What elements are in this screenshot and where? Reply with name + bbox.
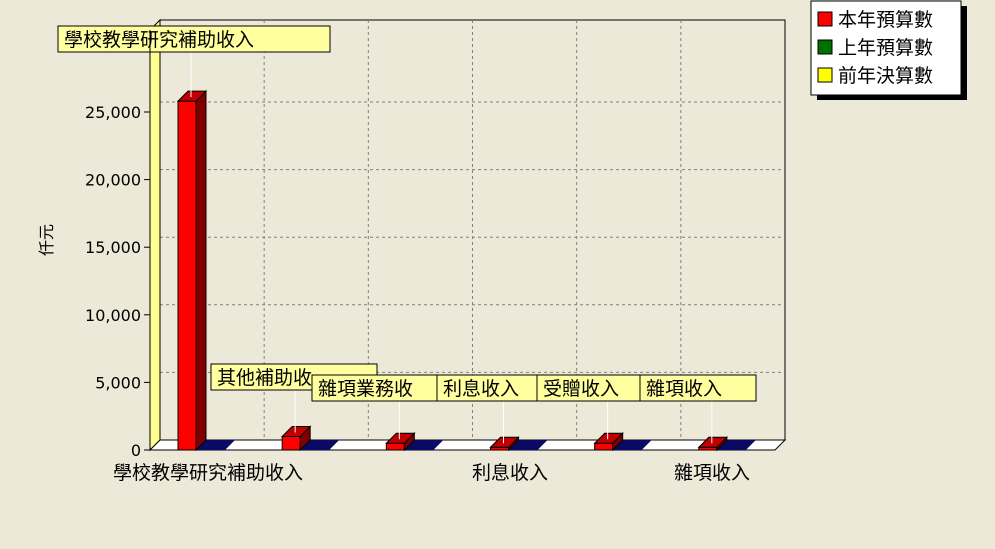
point-label-text: 學校教學研究補助收入 xyxy=(64,29,254,51)
bar-top xyxy=(385,432,416,444)
bar xyxy=(593,432,624,452)
bar xyxy=(697,436,729,452)
label-leader-lines xyxy=(190,52,713,444)
y-axis-ticks: 0 5,000 10,000 15,000 20,000 25,000 xyxy=(85,103,150,460)
y-tick-label: 20,000 xyxy=(85,171,141,190)
point-label-text: 雜項收入 xyxy=(646,378,722,400)
plot-left-wall xyxy=(149,18,161,452)
bar xyxy=(176,89,208,452)
point-label: 受贈收入 xyxy=(536,374,656,402)
x-tick-label: 利息收入 xyxy=(472,462,548,484)
bar xyxy=(280,425,312,452)
point-label-box xyxy=(436,374,556,402)
point-label-text: 雜項業務收 xyxy=(318,378,413,400)
point-label: 雜項業務收 xyxy=(311,374,478,402)
x-axis-ticks: 學校教學研究補助收入 利息收入 雜項收入 xyxy=(113,462,750,484)
legend-swatch xyxy=(817,11,833,27)
x-tick-label: 學校教學研究補助收入 xyxy=(113,462,303,484)
bar-side xyxy=(195,89,207,452)
x-tick-label: 雜項收入 xyxy=(674,462,750,484)
y-tick-label: 5,000 xyxy=(95,373,141,392)
y-tick-label: 0 xyxy=(131,441,141,460)
bar-front xyxy=(594,442,614,451)
legend-label: 本年預算數 xyxy=(838,9,933,31)
bar-top xyxy=(176,90,208,102)
point-label-text: 其他補助收 xyxy=(217,367,312,389)
point-label: 雜項收入 xyxy=(639,374,757,402)
bars xyxy=(176,89,729,452)
point-label-text: 利息收入 xyxy=(443,378,519,400)
y-tick-label: 10,000 xyxy=(85,306,141,325)
bar-top xyxy=(593,432,624,444)
point-label-box xyxy=(57,25,331,53)
legend-swatch xyxy=(817,67,833,83)
point-label-box xyxy=(536,374,656,402)
bar-front xyxy=(177,100,197,451)
point-label-text: 受贈收入 xyxy=(543,378,619,400)
point-label: 學校教學研究補助收入 xyxy=(57,25,331,53)
legend-label: 前年決算數 xyxy=(838,65,933,87)
point-label: 利息收入 xyxy=(436,374,556,402)
bar-top xyxy=(280,425,312,437)
y-tick-label: 25,000 xyxy=(85,103,141,122)
bar-front xyxy=(281,435,301,451)
bar-top xyxy=(697,436,729,448)
bar xyxy=(385,432,416,452)
bar-top xyxy=(489,436,520,448)
legend-label: 上年預算數 xyxy=(838,37,933,59)
legend-box xyxy=(810,0,962,96)
point-label-box xyxy=(639,374,757,402)
y-axis-label: 仟元 xyxy=(37,224,56,256)
bar-front xyxy=(385,442,405,451)
bar xyxy=(489,436,520,452)
plot-floor xyxy=(148,439,787,451)
legend-swatch xyxy=(817,39,833,55)
y-tick-label: 15,000 xyxy=(85,238,141,257)
